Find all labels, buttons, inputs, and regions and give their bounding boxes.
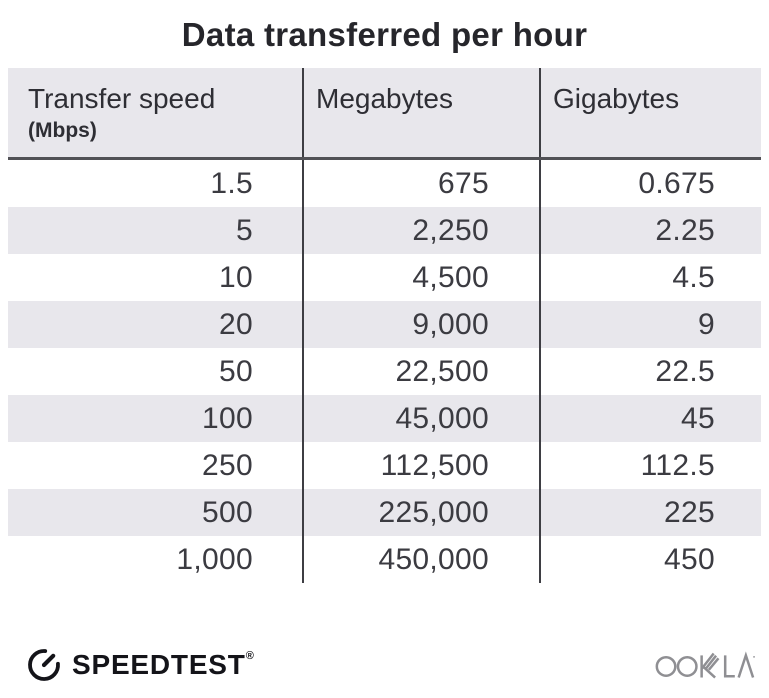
ookla-logo bbox=[655, 649, 755, 682]
cell-speed: 5 bbox=[236, 213, 253, 247]
speedtest-logo: SPEEDTEST® bbox=[25, 646, 255, 684]
table-body: 1.5 675 0.675 5 2,250 2.25 10 4,500 4.5 … bbox=[8, 160, 761, 583]
cell-speed: 20 bbox=[219, 307, 253, 341]
speedtest-wordmark: SPEEDTEST® bbox=[72, 646, 255, 684]
speedtest-gauge-icon bbox=[28, 649, 60, 681]
cell-gigabytes: 450 bbox=[539, 536, 761, 583]
table-row: 20 9,000 9 bbox=[8, 301, 761, 348]
cell-megabytes: 4,500 bbox=[302, 254, 539, 301]
cell-gigabytes: 4.5 bbox=[539, 254, 761, 301]
header-label-gigabytes: Gigabytes bbox=[553, 83, 680, 114]
header-cell-gigabytes: Gigabytes bbox=[539, 68, 761, 157]
cell-gigabytes: 112.5 bbox=[539, 442, 761, 489]
table-row: 250 112,500 112.5 bbox=[8, 442, 761, 489]
cell-speed: 100 bbox=[202, 401, 253, 435]
cell-gigabytes: 0.675 bbox=[539, 160, 761, 207]
table-row: 100 45,000 45 bbox=[8, 395, 761, 442]
table-row: 10 4,500 4.5 bbox=[8, 254, 761, 301]
table-row: 5 2,250 2.25 bbox=[8, 207, 761, 254]
cell-megabytes: 2,250 bbox=[302, 207, 539, 254]
cell-megabytes: 112,500 bbox=[302, 442, 539, 489]
ookla-wordmark-icon bbox=[655, 650, 755, 678]
header-sublabel-mbps: (Mbps) bbox=[28, 119, 97, 142]
table-header: Transfer speed (Mbps) Megabytes Gigabyte… bbox=[8, 68, 761, 160]
table-row: 50 22,500 22.5 bbox=[8, 348, 761, 395]
cell-gigabytes: 9 bbox=[539, 301, 761, 348]
cell-speed: 10 bbox=[219, 260, 253, 294]
ookla-trademark bbox=[753, 655, 755, 658]
header-label-transfer-speed: Transfer speed bbox=[28, 83, 216, 114]
cell-megabytes: 675 bbox=[302, 160, 539, 207]
header-cell-megabytes: Megabytes bbox=[302, 68, 539, 157]
page-title: Data transferred per hour bbox=[181, 16, 588, 53]
cell-speed: 50 bbox=[219, 354, 253, 388]
cell-gigabytes: 2.25 bbox=[539, 207, 761, 254]
header-label-megabytes: Megabytes bbox=[316, 83, 453, 114]
data-table: Transfer speed (Mbps) Megabytes Gigabyte… bbox=[8, 68, 761, 583]
cell-speed: 1,000 bbox=[176, 542, 253, 576]
cell-megabytes: 22,500 bbox=[302, 348, 539, 395]
header-cell-transfer-speed: Transfer speed (Mbps) bbox=[8, 68, 302, 157]
cell-gigabytes: 225 bbox=[539, 489, 761, 536]
registered-mark: ® bbox=[245, 650, 255, 662]
cell-speed: 1.5 bbox=[210, 166, 253, 200]
table-row: 1.5 675 0.675 bbox=[8, 160, 761, 207]
cell-megabytes: 225,000 bbox=[302, 489, 539, 536]
footer: SPEEDTEST® bbox=[25, 646, 755, 684]
cell-gigabytes: 45 bbox=[539, 395, 761, 442]
cell-speed: 500 bbox=[202, 495, 253, 529]
cell-megabytes: 450,000 bbox=[302, 536, 539, 583]
table-row: 1,000 450,000 450 bbox=[8, 536, 761, 583]
cell-megabytes: 45,000 bbox=[302, 395, 539, 442]
cell-gigabytes: 22.5 bbox=[539, 348, 761, 395]
cell-speed: 250 bbox=[202, 448, 253, 482]
speedtest-wordmark-text: SPEEDTEST bbox=[72, 649, 246, 680]
cell-megabytes: 9,000 bbox=[302, 301, 539, 348]
table-row: 500 225,000 225 bbox=[8, 489, 761, 536]
